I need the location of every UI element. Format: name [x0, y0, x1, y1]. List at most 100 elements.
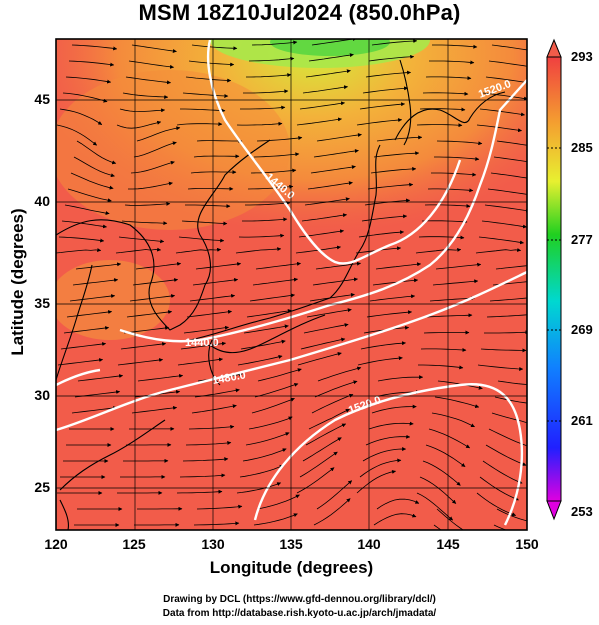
- y-tick-label: 35: [34, 295, 50, 311]
- colorbar-tick-label: 277: [571, 232, 593, 247]
- streamline: [236, 482, 282, 494]
- streamline: [435, 262, 482, 270]
- streamline: [357, 356, 403, 366]
- streamline: [488, 60, 527, 67]
- streamline: [313, 498, 351, 526]
- y-axis-label: Latitude (degrees): [8, 208, 27, 356]
- streamline: [371, 39, 418, 46]
- streamline: [376, 135, 423, 142]
- streamline: [359, 102, 406, 110]
- streamline: [248, 416, 293, 430]
- streamline: [77, 374, 124, 382]
- streamline: [235, 247, 282, 254]
- streamline: [69, 294, 116, 302]
- streamline: [423, 330, 470, 335]
- streamline: [66, 310, 113, 318]
- coast-hokkaido: [394, 91, 506, 141]
- streamline: [121, 220, 168, 226]
- streamline: [426, 313, 473, 318]
- streamline: [429, 296, 476, 302]
- streamline: [137, 373, 184, 382]
- streamline: [243, 324, 289, 334]
- streamline: [482, 92, 527, 101]
- streamline: [255, 261, 301, 270]
- x-tick-label: 145: [436, 536, 460, 552]
- streamline: [120, 342, 167, 350]
- streamline: [185, 204, 231, 209]
- streamline: [245, 432, 290, 446]
- colorbar-top-arrow: [546, 38, 562, 58]
- streamline: [180, 341, 226, 350]
- streamline: [131, 44, 177, 53]
- streamline: [242, 448, 287, 462]
- streamline: [57, 358, 104, 366]
- streamline: [251, 40, 298, 46]
- coast-ryukyu: [59, 419, 166, 491]
- streamline: [132, 278, 179, 286]
- coast-kyushu: [208, 339, 221, 386]
- streamline: [247, 184, 294, 190]
- streamline: [62, 92, 108, 103]
- plot-frame: [55, 38, 528, 531]
- streamline: [135, 261, 182, 270]
- streamline: [307, 181, 353, 190]
- streamline: [181, 220, 228, 226]
- credit-data: Data from http://database.rish.kyoto-u.a…: [162, 608, 437, 619]
- streamline: [431, 172, 477, 177]
- streamline: [245, 201, 291, 206]
- streamline: [496, 140, 527, 146]
- coastlines: [56, 59, 506, 530]
- streamline: [419, 476, 457, 504]
- colorbar: [546, 38, 562, 521]
- streamline: [479, 476, 519, 501]
- streamline: [130, 160, 175, 174]
- streamline: [480, 348, 527, 353]
- temperature-field: [56, 39, 527, 530]
- streamline: [359, 458, 402, 478]
- colorbar-tick-label: 293: [571, 49, 593, 64]
- streamline: [296, 467, 335, 494]
- x-tick-label: 135: [279, 536, 303, 552]
- streamline: [315, 261, 361, 270]
- grid: [56, 39, 527, 530]
- streamline: [419, 107, 466, 112]
- streamline: [308, 53, 354, 62]
- credits: Drawing by DCL (https://www.gfd-dennou.o…: [0, 593, 599, 621]
- streamline: [185, 76, 232, 83]
- streamline: [375, 262, 422, 270]
- streamline: [188, 60, 235, 67]
- coast-korea-china: [56, 139, 271, 331]
- streamline: [416, 123, 463, 128]
- streamline: [60, 342, 107, 350]
- streamline: [487, 188, 527, 195]
- streamline: [177, 357, 223, 366]
- streamline: [305, 69, 351, 78]
- contour-label-1440: 1440.0: [185, 337, 219, 349]
- streamline: [75, 262, 122, 270]
- streamline: [425, 444, 466, 468]
- streamline: [123, 326, 170, 334]
- streamline: [420, 347, 467, 352]
- y-tick-label: 25: [34, 479, 50, 495]
- y-tick-label: 30: [34, 387, 50, 403]
- streamline: [485, 76, 527, 85]
- x-tick-label: 150: [515, 536, 539, 552]
- streamline: [70, 172, 114, 190]
- streamline: [371, 404, 417, 414]
- streamline: [124, 201, 171, 206]
- streamline: [253, 152, 300, 158]
- streamline: [63, 326, 110, 334]
- x-tick-label: 125: [122, 536, 146, 552]
- streamline: [117, 358, 164, 366]
- streamline: [136, 126, 181, 142]
- streamline: [196, 139, 243, 144]
- contour-1520-west: [56, 368, 101, 387]
- streamline: [495, 265, 527, 270]
- contour-label-1480: 1480.0: [211, 369, 246, 387]
- streamline: [256, 136, 303, 142]
- colorbar-bottom-arrow: [546, 500, 562, 521]
- streamline: [299, 451, 338, 478]
- streamline: [71, 44, 118, 51]
- streamline: [250, 168, 297, 174]
- streamline: [309, 292, 355, 302]
